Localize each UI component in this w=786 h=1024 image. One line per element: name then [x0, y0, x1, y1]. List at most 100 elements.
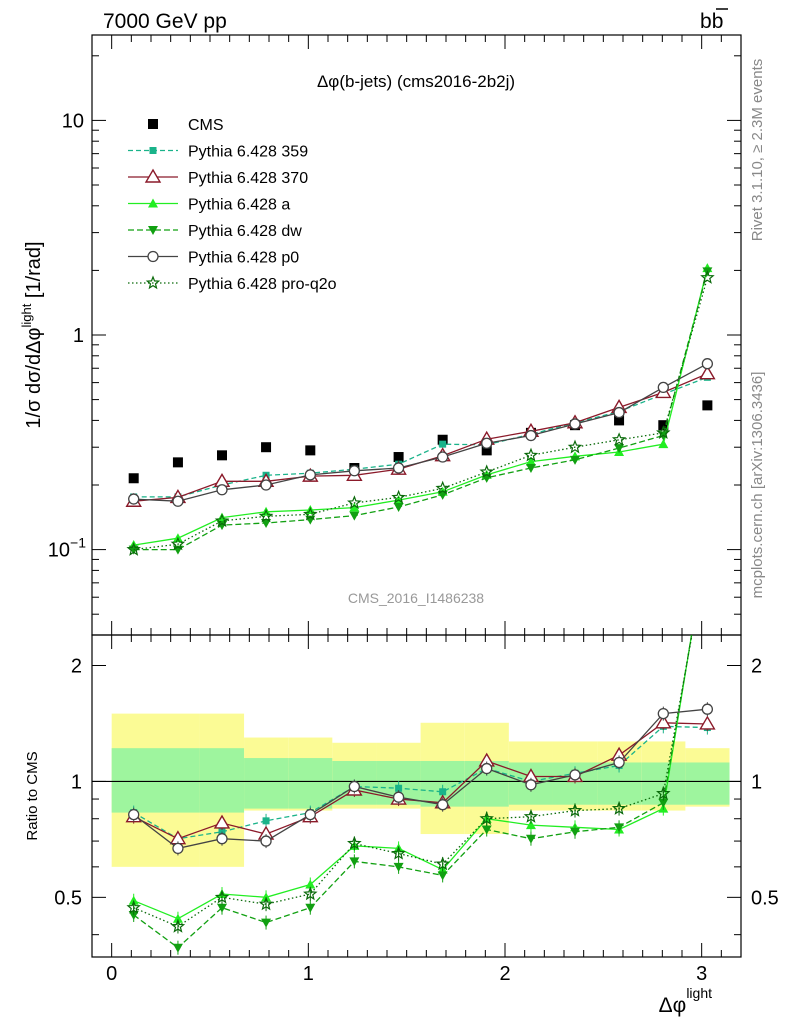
- point-cms: [305, 445, 316, 456]
- svg-text:bb: bb: [700, 10, 723, 33]
- point-pp0: [392, 462, 405, 474]
- ratio-line-pq2o: [133, 635, 693, 928]
- ratio-point-pp0: [172, 842, 184, 855]
- ratio-point-pa: [702, 532, 712, 541]
- ratio-point-p359: [262, 817, 270, 825]
- legend-marker-pa: [148, 198, 158, 208]
- legend-entry-pp0: Pythia 6.428 p0: [128, 250, 299, 267]
- point-pdw: [570, 455, 581, 465]
- ratio-point-pp0: [481, 762, 493, 775]
- ratio-y-axis-title: Ratio to CMS: [24, 751, 41, 840]
- point-pp0: [569, 418, 581, 430]
- point-pdw: [349, 511, 360, 521]
- ratio-point-pdw: [702, 537, 712, 546]
- point-pq2o: [214, 513, 230, 528]
- series-pq2o: [126, 270, 715, 556]
- point-pq2o: [479, 464, 494, 479]
- point-pq2o: [170, 536, 186, 551]
- ratio-point-pp0: [613, 756, 625, 769]
- plot-title: Δφ(b-jets) (cms2016-2b2j): [317, 72, 515, 91]
- ratio-point-pdw: [525, 834, 536, 844]
- ratio-point-pq2o: [523, 809, 539, 823]
- point-pq2o: [611, 432, 627, 446]
- point-pp0: [260, 479, 272, 491]
- ratio-ytick-label-right: 1: [751, 771, 762, 793]
- series-pp0: [128, 358, 714, 507]
- ratio-point-pp0: [304, 808, 316, 821]
- band-inner-bin: [111, 748, 200, 813]
- process-title-bbar: b: [712, 10, 724, 33]
- point-pa: [658, 439, 669, 449]
- point-pq2o: [523, 447, 539, 462]
- point-pp0: [437, 451, 449, 463]
- ratio-point-pq2o: [479, 811, 494, 825]
- ratio-point-pq2o: [214, 889, 230, 904]
- ratio-ytick-label: 2: [71, 655, 82, 677]
- rivet-info: Rivet 3.1.10, ≥ 2.3M events: [749, 59, 766, 242]
- ratio-point-pdw: [658, 798, 669, 808]
- point-p370: [699, 365, 716, 380]
- ratio-point-pdw: [437, 871, 448, 881]
- ratio-ytick-label-right: 2: [751, 655, 762, 677]
- ratio-point-pa: [172, 913, 183, 923]
- band-inner-bin: [685, 762, 730, 805]
- legend-marker-pdw: [148, 226, 158, 235]
- legend-marker-p370: [144, 168, 162, 183]
- point-pq2o: [258, 508, 274, 523]
- ratio-ytick-label: 0.5: [54, 887, 82, 909]
- point-pdw: [261, 519, 272, 529]
- point-pq2o: [700, 270, 715, 284]
- y-axis-title: 1/σ dσ/dΔφlight [1/rad]: [19, 241, 45, 428]
- legend-entry-pdw: Pythia 6.428 dw: [128, 223, 302, 240]
- ratio-point-pq2o: [435, 856, 450, 871]
- ratio-series-pdw: [128, 537, 712, 955]
- legend-label-cms: CMS: [188, 117, 224, 134]
- point-pq2o: [347, 495, 362, 510]
- ratio-frame: [91, 634, 742, 958]
- series-line-pp0: [133, 363, 708, 502]
- point-pp0: [657, 381, 669, 394]
- point-cms: [216, 450, 227, 461]
- point-pa: [525, 456, 536, 466]
- ratio-point-pq2o: [126, 900, 141, 914]
- ratio-point-pq2o: [702, 544, 713, 555]
- xtick-label: 1: [303, 963, 314, 985]
- ratio-point-pdw: [614, 823, 625, 833]
- ratio-point-p370: [213, 814, 231, 829]
- legend-entry-p370: Pythia 6.428 370: [128, 168, 308, 187]
- ratio-point-pp0: [216, 833, 228, 845]
- point-pp0: [525, 429, 537, 442]
- point-pdw: [525, 464, 536, 474]
- ratio-point-pp0: [569, 769, 581, 781]
- mcplots-info: mcplots.cern.ch [arXiv:1306.3436]: [749, 372, 766, 599]
- ratio-point-pdw: [481, 825, 492, 835]
- point-cms: [702, 400, 713, 411]
- ratio-point-pdw: [393, 862, 404, 872]
- point-pa: [349, 502, 360, 512]
- point-cms: [481, 445, 492, 456]
- ratio-point-pq2o: [347, 835, 362, 850]
- ratio-point-pp0: [348, 780, 361, 793]
- point-pp0: [701, 358, 714, 370]
- point-pp0: [481, 437, 493, 449]
- legend-entry-pa: Pythia 6.428 a: [128, 197, 290, 214]
- point-cms: [172, 457, 183, 468]
- point-pq2o: [126, 541, 141, 556]
- ratio-line-pdw: [133, 635, 693, 949]
- ratio-point-pq2o: [170, 918, 186, 933]
- ratio-point-p359: [439, 788, 447, 796]
- xtick-label: 0: [106, 963, 117, 985]
- point-pp0: [128, 493, 140, 505]
- process-title: bb: [700, 8, 728, 33]
- ratio-point-pa: [305, 879, 316, 889]
- main-ytick-label: 10: [62, 110, 84, 132]
- series-line-p359: [133, 376, 708, 498]
- ratio-point-p370: [699, 715, 716, 730]
- band-inner-bin: [244, 758, 289, 809]
- ratio-point-pq2o: [611, 800, 627, 815]
- point-cms: [261, 442, 272, 453]
- band-inner-bin: [199, 748, 245, 813]
- xtick-label: 2: [499, 963, 510, 985]
- point-pdw: [393, 502, 404, 512]
- legend-label-p370: Pythia 6.428 370: [188, 170, 308, 187]
